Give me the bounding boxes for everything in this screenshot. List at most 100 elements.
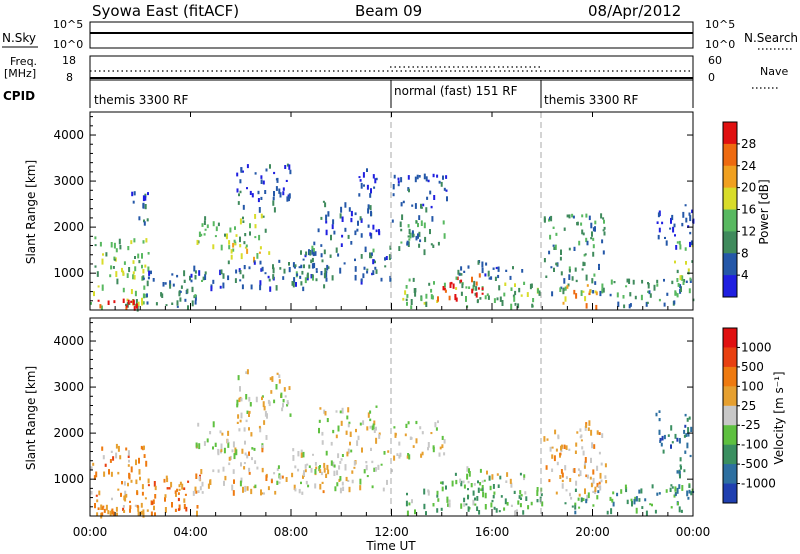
power-cell bbox=[443, 282, 446, 288]
velocity-cell bbox=[594, 486, 597, 493]
velocity-cell bbox=[370, 447, 372, 451]
velocity-cell bbox=[183, 503, 186, 510]
power-cell bbox=[682, 281, 685, 285]
velocity-cell bbox=[441, 435, 444, 440]
velocity-cell bbox=[584, 461, 587, 466]
power-cell bbox=[397, 183, 400, 187]
velocity-cell bbox=[645, 510, 648, 516]
velocity-cell bbox=[408, 502, 411, 506]
power-cell bbox=[254, 236, 257, 239]
power-cell bbox=[478, 273, 481, 278]
power-cell bbox=[215, 226, 218, 232]
power-cell bbox=[513, 296, 516, 302]
velocity-cell bbox=[536, 490, 539, 496]
power-cell bbox=[589, 289, 592, 293]
power-cell bbox=[272, 196, 275, 201]
time-tick-label: 00:00 bbox=[676, 525, 711, 539]
velocity-cell bbox=[564, 465, 567, 471]
power-cell bbox=[222, 282, 225, 289]
velocity-cell bbox=[233, 479, 235, 484]
power-cell bbox=[347, 234, 350, 239]
power-cell bbox=[282, 191, 285, 196]
power-cell bbox=[599, 290, 602, 297]
velocity-cell bbox=[124, 490, 127, 497]
power-cell bbox=[467, 265, 470, 269]
power-cell bbox=[404, 290, 407, 295]
velocity-cell bbox=[658, 429, 661, 435]
power-cell bbox=[224, 233, 226, 237]
power-cell bbox=[423, 173, 426, 180]
velocity-cell bbox=[596, 482, 599, 488]
velocity-cell bbox=[391, 469, 393, 473]
power-cell bbox=[389, 275, 392, 282]
velocity-cell bbox=[380, 463, 383, 466]
velocity-cell bbox=[597, 485, 600, 488]
velocity-cell bbox=[497, 484, 500, 488]
velocity-cell bbox=[136, 504, 139, 508]
power-cell bbox=[679, 244, 682, 250]
power-cell bbox=[258, 234, 261, 241]
power-cell bbox=[339, 267, 342, 274]
power-cell bbox=[691, 209, 694, 214]
velocity-cell bbox=[318, 427, 320, 434]
velocity-cell bbox=[565, 489, 568, 492]
power-cell bbox=[238, 193, 240, 197]
power-colorbar-tick-label: 28 bbox=[741, 137, 756, 151]
velocity-cell bbox=[254, 460, 257, 464]
power-cell bbox=[300, 281, 303, 286]
power-cell bbox=[592, 290, 595, 294]
power-cell bbox=[144, 195, 147, 201]
power-cell bbox=[681, 222, 684, 227]
velocity-cell bbox=[235, 449, 238, 456]
velocity-cell bbox=[493, 491, 496, 495]
power-cell bbox=[573, 246, 576, 251]
velocity-cell bbox=[383, 451, 386, 455]
velocity-cell bbox=[670, 506, 673, 509]
velocity-cell bbox=[248, 396, 251, 402]
power-cell bbox=[320, 216, 323, 220]
velocity-cell bbox=[319, 465, 321, 468]
power-cell bbox=[171, 302, 174, 305]
velocity-cell bbox=[245, 419, 248, 423]
power-cell bbox=[135, 303, 138, 309]
power-cell bbox=[602, 229, 605, 232]
power-cell bbox=[590, 237, 593, 240]
power-cell bbox=[670, 217, 672, 224]
velocity-cell bbox=[541, 501, 544, 507]
power-cell bbox=[578, 240, 581, 246]
velocity-cell bbox=[443, 452, 446, 456]
power-cell bbox=[147, 252, 150, 255]
velocity-cell bbox=[142, 512, 145, 518]
velocity-cell bbox=[576, 431, 579, 434]
velocity-cell bbox=[298, 488, 301, 494]
velocity-colorbar-segment bbox=[723, 386, 737, 407]
velocity-cell bbox=[127, 455, 130, 458]
power-cell bbox=[312, 248, 315, 254]
power-cell bbox=[617, 301, 620, 307]
velocity-cell bbox=[685, 433, 688, 437]
velocity-cell bbox=[649, 503, 652, 506]
velocity-cell bbox=[324, 411, 327, 416]
power-cell bbox=[242, 274, 245, 279]
velocity-cell bbox=[199, 486, 202, 491]
power-cell bbox=[603, 226, 606, 230]
power-cell bbox=[583, 262, 586, 266]
nsearch-label: N.Search bbox=[744, 31, 798, 45]
velocity-cell bbox=[90, 466, 93, 471]
velocity-cell bbox=[164, 507, 167, 513]
power-cell bbox=[658, 298, 661, 302]
power-cell bbox=[260, 179, 263, 184]
velocity-cell bbox=[111, 497, 113, 501]
velocity-cell bbox=[315, 466, 318, 470]
power-cell bbox=[661, 221, 664, 225]
power-cell bbox=[107, 300, 110, 305]
power-cell bbox=[526, 292, 529, 297]
velocity-cell bbox=[140, 502, 143, 508]
power-cell bbox=[433, 195, 436, 200]
velocity-cell bbox=[292, 448, 295, 452]
velocity-cell bbox=[339, 476, 342, 481]
velocity-cell bbox=[543, 436, 546, 442]
